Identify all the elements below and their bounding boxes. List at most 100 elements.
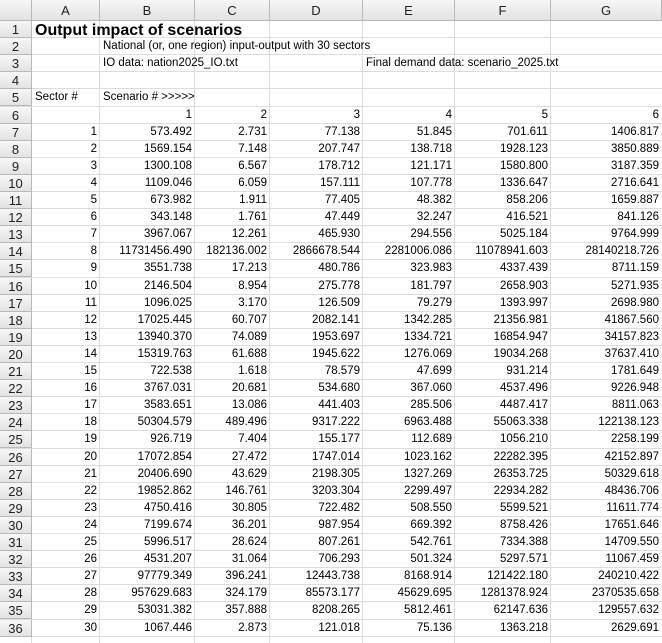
row-header: 2	[0, 38, 32, 56]
output-value: 157.111	[320, 176, 360, 189]
output-value: 60.707	[231, 313, 267, 326]
output-value: 121.018	[318, 621, 360, 634]
output-value: 2629.691	[611, 621, 659, 634]
output-value: 1109.046	[144, 176, 192, 189]
row-header: 24	[0, 414, 32, 432]
output-value: 6963.488	[404, 416, 452, 429]
scenario-number: 3	[353, 108, 360, 121]
output-value: 2.873	[238, 621, 267, 634]
row-header: 26	[0, 448, 32, 466]
output-value: 17072.854	[137, 450, 192, 463]
sector-number: 17	[84, 399, 97, 412]
row-header: 25	[0, 431, 32, 449]
output-value: 673.982	[150, 194, 192, 206]
output-value: 1580.800	[500, 159, 548, 172]
output-value: 1334.721	[404, 330, 452, 343]
output-value: 129557.632	[598, 604, 659, 617]
output-value: 74.089	[231, 330, 267, 343]
scenario-number: 5	[541, 108, 548, 121]
output-value: 48.382	[416, 194, 452, 206]
output-value: 573.492	[150, 125, 192, 138]
output-value: 31.064	[231, 553, 267, 566]
sector-number: 11	[85, 296, 97, 309]
row-header: 10	[0, 174, 32, 192]
output-value: 13.086	[231, 399, 267, 412]
output-value: 51.845	[416, 125, 452, 138]
output-value: 19034.268	[493, 347, 548, 360]
output-value: 8208.265	[312, 604, 360, 617]
output-value: 4487.417	[500, 399, 548, 412]
output-value: 14709.550	[604, 536, 659, 548]
row-header: 35	[0, 602, 32, 620]
sector-number: 10	[84, 279, 97, 292]
output-value: 480.786	[318, 262, 360, 275]
title: Output impact of scenarios	[35, 22, 243, 39]
grid-line	[0, 105, 662, 107]
output-value: 1945.622	[312, 347, 360, 360]
output-value: 357.888	[225, 604, 267, 617]
output-value: 11611.774	[606, 501, 659, 514]
output-value: 1096.025	[144, 296, 192, 309]
output-value: 55063.338	[493, 416, 548, 429]
grid-line	[0, 396, 662, 398]
output-value: 61.688	[231, 347, 267, 360]
output-value: 2146.504	[144, 279, 192, 292]
row-header: 16	[0, 277, 32, 295]
output-value: 323.983	[410, 262, 452, 275]
output-value: 6.567	[238, 159, 267, 172]
output-value: 1336.647	[500, 176, 548, 189]
output-value: 182136.002	[206, 245, 267, 258]
grid-line	[0, 54, 662, 56]
row-header: 31	[0, 534, 32, 552]
output-value: 1393.997	[500, 296, 548, 309]
grid-line	[0, 413, 662, 415]
sector-number: 3	[90, 159, 97, 172]
output-value: 22282.395	[493, 450, 548, 463]
grid-line	[0, 208, 662, 210]
output-value: 178.712	[318, 159, 360, 172]
output-value: 542.761	[410, 536, 452, 548]
corner-header	[0, 0, 32, 21]
grid-line	[0, 156, 662, 158]
output-value: 807.261	[318, 536, 360, 548]
grid-line	[269, 0, 270, 643]
output-value: 240210.422	[598, 570, 659, 583]
output-value: 2281006.086	[384, 245, 452, 258]
output-value: 41867.560	[604, 313, 659, 326]
output-value: 5599.521	[500, 501, 548, 514]
grid-line	[0, 515, 662, 517]
output-value: 669.392	[410, 518, 452, 531]
output-value: 5996.517	[144, 536, 192, 548]
row-header: 6	[0, 106, 32, 124]
output-value: 11731456.490	[119, 245, 192, 258]
output-value: 138.718	[410, 142, 452, 155]
output-value: 3203.304	[312, 484, 360, 497]
grid-line	[0, 481, 662, 483]
output-value: 1023.162	[404, 450, 452, 463]
grid-line	[0, 173, 662, 175]
output-value: 3583.651	[144, 399, 192, 412]
sector-number: 13	[84, 330, 97, 343]
output-value: 47.449	[324, 211, 360, 224]
sector-number: 7	[90, 228, 97, 241]
sector-number: 24	[84, 518, 97, 531]
output-value: 11067.459	[605, 553, 659, 566]
column-header: A	[32, 0, 100, 21]
output-value: 15319.763	[137, 347, 192, 360]
row-header: 22	[0, 380, 32, 398]
output-value: 441.403	[318, 399, 360, 412]
output-value: 26353.725	[493, 467, 548, 480]
output-value: 1781.649	[611, 365, 659, 377]
sector-number: 18	[84, 416, 97, 429]
output-value: 48436.706	[604, 484, 659, 497]
output-value: 8.954	[238, 279, 267, 292]
output-value: 508.550	[410, 501, 452, 514]
row-header: 23	[0, 397, 32, 415]
grid-line	[0, 276, 662, 278]
column-header: F	[455, 0, 551, 21]
grid-line	[362, 0, 363, 643]
output-value: 275.778	[318, 279, 360, 292]
output-value: 294.556	[410, 228, 452, 241]
grid-line	[0, 464, 662, 466]
grid-line	[0, 430, 662, 432]
